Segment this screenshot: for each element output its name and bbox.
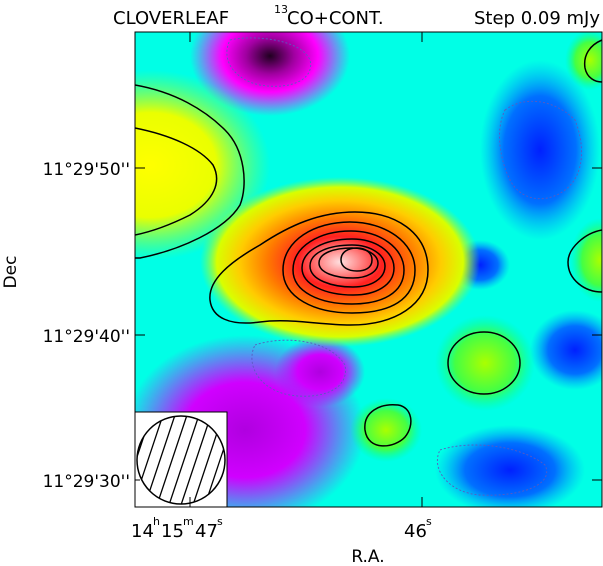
title-object: CLOVERLEAF — [113, 8, 229, 29]
contour-edge-right — [567, 229, 602, 293]
y-tick-label: 11°29'30'' — [43, 472, 130, 492]
blue-blob-right — [480, 60, 600, 240]
emission-peak — [200, 177, 480, 347]
beam-ellipse — [136, 415, 226, 505]
blue-blob-bottom — [435, 425, 585, 507]
contour-lines — [135, 39, 602, 447]
contour-level-7 — [340, 247, 373, 272]
chart-title: CLOVERLEAF 13 CO+CONT. Step 0.09 mJy — [113, 3, 600, 29]
x-tick-hours-unit: h — [153, 515, 160, 528]
x-tick-label-47: 14 h 15 m 47 s — [131, 515, 223, 542]
beam-box — [134, 411, 228, 508]
contour-level-6 — [318, 247, 379, 279]
negative-contour-right — [499, 100, 583, 200]
contour-left-inner — [135, 127, 218, 236]
green-blob-lower — [350, 398, 422, 462]
magenta-blob-mid — [275, 337, 365, 407]
negative-contour-top — [226, 37, 312, 87]
x-tick-hours: 14 — [131, 521, 154, 542]
x-tick-seconds: 47 — [195, 521, 218, 542]
contour-level-4 — [301, 238, 395, 296]
negative-contour-lower-right — [436, 444, 548, 496]
y-tick-label: 11°29'50'' — [43, 160, 130, 180]
contour-green-right — [447, 331, 521, 395]
green-blob-edge — [570, 218, 602, 302]
negative-contour-lines — [226, 37, 583, 496]
contour-level-2 — [282, 221, 416, 314]
blue-blob-lower-right — [530, 310, 602, 390]
contour-corner — [583, 39, 602, 83]
x-tick-label-46: 46 s — [404, 515, 432, 542]
x-tick-seconds-unit: s — [217, 515, 223, 528]
title-line: CO+CONT. — [287, 8, 384, 29]
axis-ticks — [135, 32, 602, 507]
x-axis: 14 h 15 m 47 s 46 s R.A. — [131, 515, 432, 566]
contour-level-1 — [209, 211, 429, 326]
x-tick-seconds-unit: s — [426, 515, 432, 528]
x-tick-minutes-unit: m — [183, 515, 194, 528]
beam-hatch-line — [163, 416, 205, 504]
x-axis-label: R.A. — [351, 547, 384, 566]
plot-frame — [134, 31, 603, 508]
y-tick-label: 11°29'40'' — [43, 327, 130, 347]
title-step-label: Step 0.09 mJy — [474, 8, 600, 29]
negative-contour-bottom — [251, 339, 346, 397]
x-tick-minutes: 15 — [161, 521, 184, 542]
contour-level-3 — [292, 230, 405, 305]
y-axis-label: Dec — [1, 256, 21, 289]
heatmap-plot — [135, 32, 602, 507]
x-tick-seconds: 46 — [404, 521, 427, 542]
title-isotope-superscript: 13 — [274, 3, 288, 16]
contour-green-lower — [364, 404, 412, 447]
contour-left-outer — [135, 84, 245, 259]
y-axis: 11°29'50'' 11°29'40'' 11°29'30'' Dec — [1, 160, 130, 492]
contour-level-5 — [309, 244, 386, 288]
